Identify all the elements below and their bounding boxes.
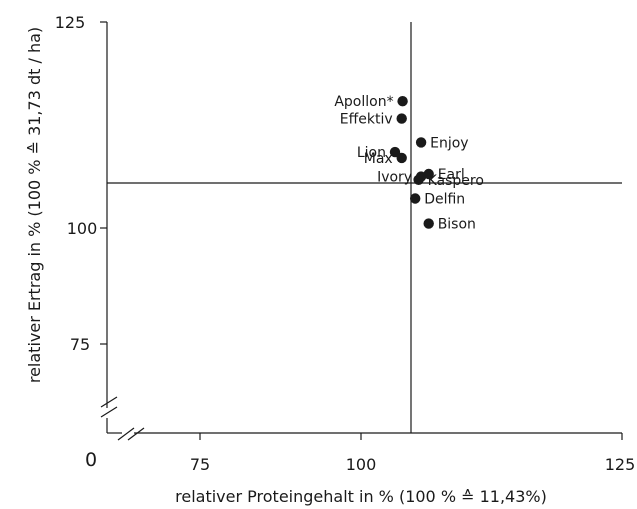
origin-label: 0 xyxy=(85,449,97,471)
y-axis-title: relativer Ertrag in % (100 % ≙ 31,73 dt … xyxy=(25,27,44,383)
y-axis-break-mark xyxy=(100,396,118,408)
point-label: Effektiv xyxy=(340,112,393,128)
data-point xyxy=(415,137,427,148)
data-point xyxy=(396,152,407,164)
point-label: Apollon* xyxy=(334,94,393,110)
point-label: Max xyxy=(364,151,393,167)
x-tick-label: 100 xyxy=(346,455,377,474)
point-label: Ivory xyxy=(377,170,412,186)
point-label: Bison xyxy=(438,217,476,233)
point-label: Kaspero xyxy=(428,173,484,189)
point-label: Delfin xyxy=(424,192,465,208)
data-point xyxy=(410,193,421,204)
y-tick-label: 100 xyxy=(67,219,98,238)
data-point xyxy=(389,146,401,158)
data-point xyxy=(397,96,408,107)
y-tick-label: 125 xyxy=(55,13,86,32)
data-point xyxy=(413,174,424,185)
y-tick-label: 75 xyxy=(70,335,90,354)
x-tick-label: 125 xyxy=(605,455,636,474)
data-point xyxy=(396,113,407,124)
x-axis-title: relativer Proteingehalt in % (100 % ≙ 11… xyxy=(175,487,547,506)
y-axis-break-mark xyxy=(100,406,118,418)
data-point xyxy=(423,218,434,229)
x-axis-break-mark xyxy=(127,427,145,441)
point-label: Enjoy xyxy=(430,135,468,151)
x-tick-label: 75 xyxy=(190,455,210,474)
point-label: Lion xyxy=(357,145,386,161)
point-label: Earl xyxy=(438,167,465,183)
x-axis-break-mark xyxy=(117,427,135,441)
